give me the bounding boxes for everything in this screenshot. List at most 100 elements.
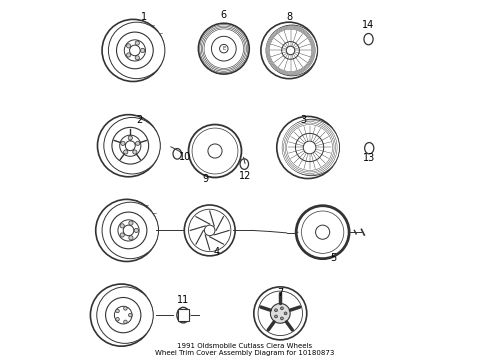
Ellipse shape — [118, 220, 139, 241]
Ellipse shape — [295, 133, 324, 162]
Ellipse shape — [254, 287, 307, 340]
Text: 1991 Oldsmobile Cutlass Ciera Wheels
Wheel Trim Cover Assembly Diagram for 10180: 1991 Oldsmobile Cutlass Ciera Wheels Whe… — [155, 343, 335, 356]
Ellipse shape — [126, 44, 131, 48]
Ellipse shape — [270, 29, 312, 72]
Ellipse shape — [268, 27, 314, 73]
Ellipse shape — [96, 199, 158, 261]
Ellipse shape — [261, 22, 318, 78]
Ellipse shape — [280, 317, 283, 320]
Ellipse shape — [128, 136, 132, 140]
Ellipse shape — [189, 125, 242, 177]
Text: 6: 6 — [221, 10, 227, 20]
Ellipse shape — [105, 297, 141, 333]
Ellipse shape — [277, 116, 339, 179]
Ellipse shape — [258, 291, 302, 336]
Ellipse shape — [220, 44, 228, 53]
Ellipse shape — [280, 307, 283, 310]
Ellipse shape — [212, 36, 236, 61]
Ellipse shape — [284, 121, 336, 174]
Ellipse shape — [270, 303, 290, 323]
Ellipse shape — [120, 135, 141, 156]
Ellipse shape — [201, 26, 246, 71]
Ellipse shape — [192, 128, 238, 174]
Ellipse shape — [108, 22, 165, 78]
Text: 1: 1 — [141, 12, 147, 22]
Ellipse shape — [102, 202, 159, 258]
Ellipse shape — [121, 141, 125, 145]
Ellipse shape — [189, 209, 231, 252]
Ellipse shape — [133, 150, 137, 154]
Ellipse shape — [116, 309, 119, 313]
Text: 13: 13 — [363, 153, 375, 163]
Ellipse shape — [123, 307, 127, 310]
Ellipse shape — [184, 205, 235, 256]
Ellipse shape — [104, 117, 160, 174]
Ellipse shape — [135, 41, 139, 45]
Ellipse shape — [141, 48, 145, 53]
Ellipse shape — [136, 141, 140, 145]
Ellipse shape — [129, 45, 140, 56]
Ellipse shape — [129, 221, 133, 225]
Ellipse shape — [303, 141, 316, 154]
Ellipse shape — [267, 25, 318, 76]
Ellipse shape — [102, 19, 164, 81]
Ellipse shape — [120, 233, 124, 237]
Ellipse shape — [91, 284, 152, 346]
Ellipse shape — [126, 53, 131, 57]
Ellipse shape — [110, 212, 147, 249]
Ellipse shape — [208, 144, 222, 158]
Ellipse shape — [203, 27, 245, 70]
Ellipse shape — [128, 313, 132, 317]
Ellipse shape — [274, 315, 277, 318]
Ellipse shape — [282, 42, 299, 59]
Ellipse shape — [282, 120, 337, 175]
Text: 2: 2 — [136, 115, 142, 125]
Ellipse shape — [283, 119, 340, 176]
Ellipse shape — [177, 307, 190, 323]
Ellipse shape — [204, 225, 215, 236]
Ellipse shape — [286, 46, 295, 55]
Ellipse shape — [114, 306, 132, 324]
Ellipse shape — [116, 318, 119, 321]
Ellipse shape — [285, 123, 334, 172]
Ellipse shape — [240, 159, 248, 169]
FancyBboxPatch shape — [178, 309, 189, 321]
Text: 5: 5 — [330, 253, 336, 263]
Text: 14: 14 — [363, 20, 375, 30]
Ellipse shape — [123, 320, 127, 324]
Ellipse shape — [129, 236, 133, 240]
Text: 12: 12 — [239, 171, 251, 181]
Ellipse shape — [198, 23, 249, 74]
Ellipse shape — [267, 27, 315, 74]
Ellipse shape — [134, 228, 138, 233]
Ellipse shape — [200, 24, 248, 73]
Ellipse shape — [269, 28, 313, 72]
Ellipse shape — [287, 125, 333, 170]
Text: 11: 11 — [177, 295, 189, 305]
Text: 9: 9 — [202, 174, 209, 184]
Ellipse shape — [125, 141, 135, 150]
Text: E: E — [222, 46, 225, 51]
Ellipse shape — [117, 32, 153, 69]
Text: 10: 10 — [179, 152, 191, 162]
Ellipse shape — [266, 26, 315, 75]
Ellipse shape — [135, 56, 139, 60]
Ellipse shape — [364, 33, 373, 45]
Ellipse shape — [365, 143, 374, 154]
Ellipse shape — [284, 312, 287, 315]
Ellipse shape — [316, 225, 330, 239]
Ellipse shape — [120, 224, 124, 228]
Ellipse shape — [296, 206, 349, 258]
Text: 8: 8 — [286, 12, 292, 22]
Ellipse shape — [98, 114, 160, 177]
Ellipse shape — [123, 150, 128, 154]
Text: 7: 7 — [277, 288, 283, 298]
Ellipse shape — [123, 225, 134, 236]
Text: 4: 4 — [214, 247, 220, 257]
Ellipse shape — [204, 29, 244, 68]
Ellipse shape — [274, 309, 277, 312]
Ellipse shape — [97, 287, 153, 343]
Text: 3: 3 — [300, 115, 306, 125]
Ellipse shape — [112, 127, 148, 164]
Ellipse shape — [124, 40, 146, 61]
